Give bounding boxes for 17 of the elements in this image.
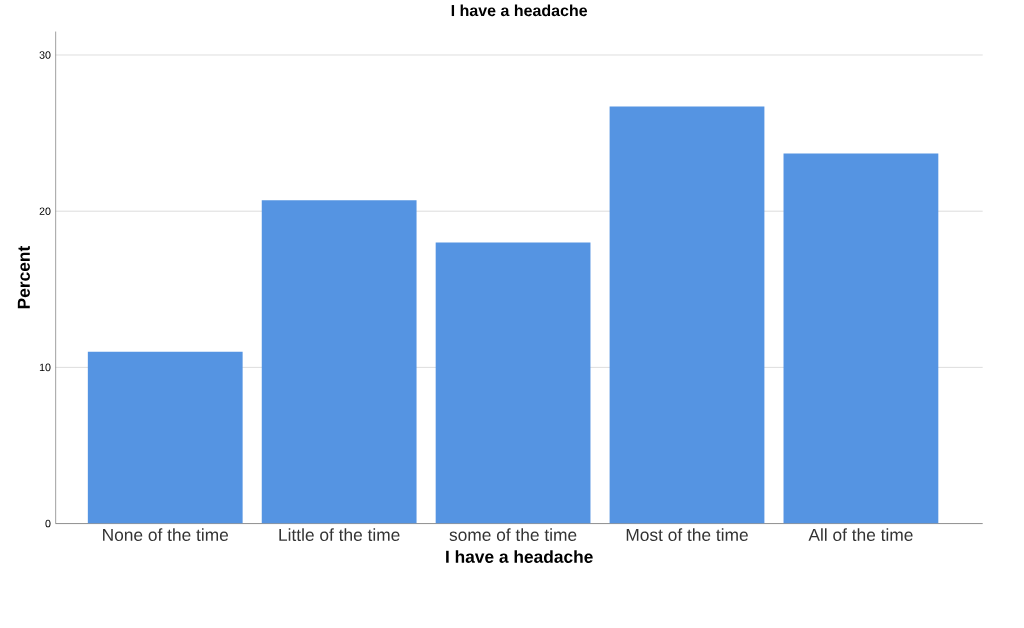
bar bbox=[609, 106, 765, 524]
x-tick-label: Little of the time bbox=[279, 528, 400, 541]
bar bbox=[783, 153, 939, 524]
y-tick-label: 10 bbox=[39, 363, 51, 372]
chart-title: I have a headache bbox=[451, 4, 588, 17]
bar bbox=[87, 351, 243, 524]
bar bbox=[435, 242, 591, 524]
bar bbox=[261, 200, 417, 524]
y-tick-label: 30 bbox=[39, 51, 51, 59]
x-tick-label: None of the time bbox=[103, 528, 229, 541]
y-tick-label: 0 bbox=[45, 519, 51, 528]
y-axis-title: Percent bbox=[17, 245, 30, 309]
x-axis-title: I have a headache bbox=[446, 550, 593, 563]
x-tick-label: All of the time bbox=[808, 528, 913, 541]
x-tick-label: Most of the time bbox=[626, 528, 748, 541]
y-tick-label: 20 bbox=[39, 207, 51, 215]
x-tick-label: some of the time bbox=[449, 528, 577, 541]
